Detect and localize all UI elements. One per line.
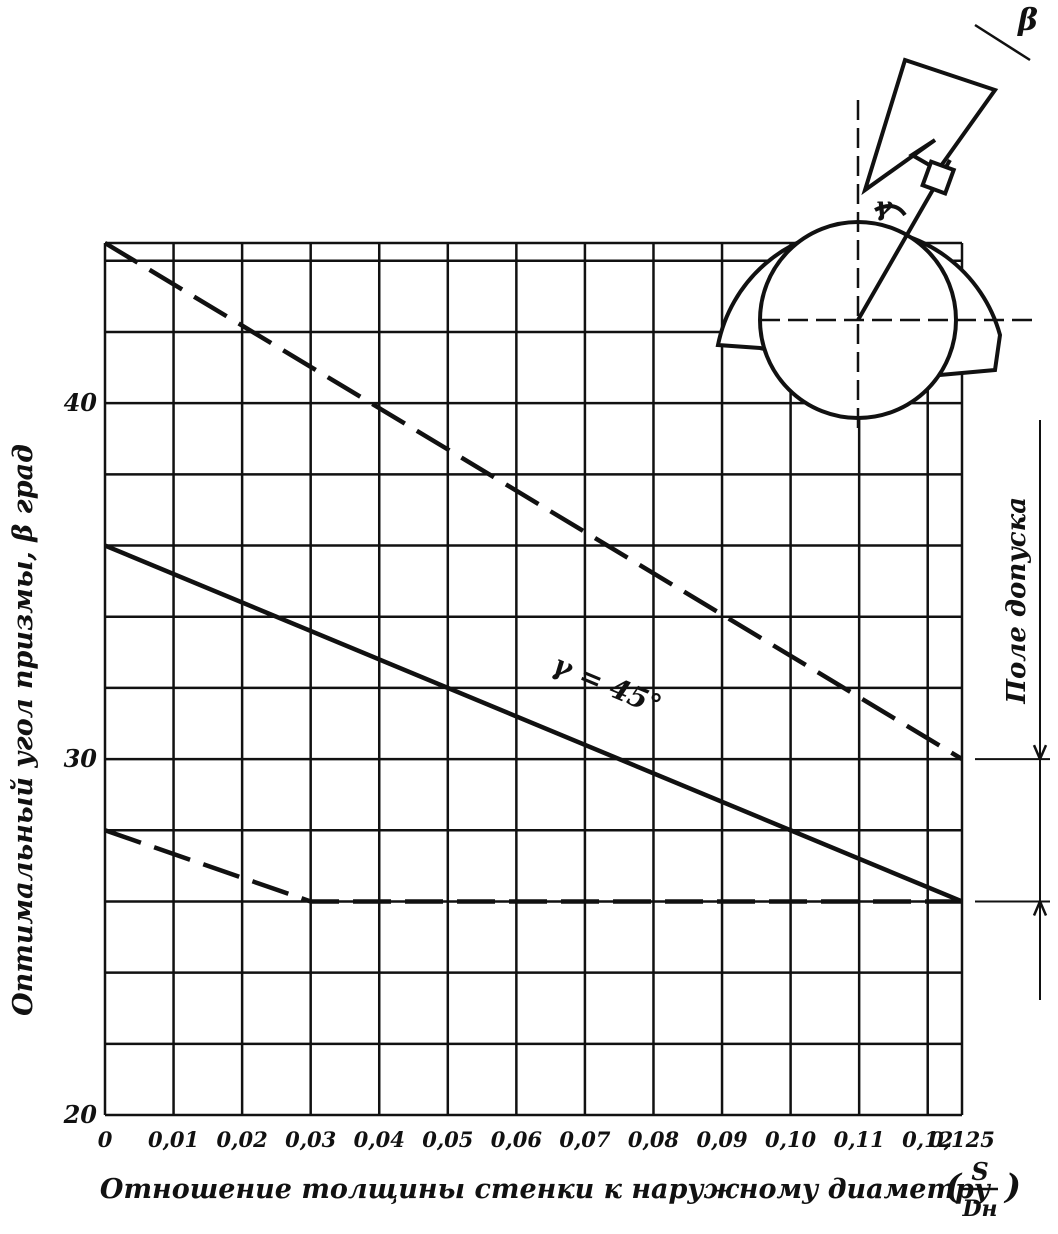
tolerance-label: Поле допуска (1002, 497, 1032, 705)
x-tick-label: 0,05 (422, 1127, 473, 1152)
x-tick-label: 0,03 (285, 1127, 336, 1152)
x-tick-label: 0,09 (696, 1127, 748, 1152)
tolerance-arrow (1032, 898, 1048, 916)
x-label-numerator: S (971, 1157, 988, 1186)
prism (861, 57, 999, 196)
gamma-label: γ (875, 192, 894, 222)
tolerance-arrow (1032, 744, 1048, 763)
gamma-arc (874, 204, 907, 217)
line-annotation: γ = 45° (548, 648, 666, 722)
x-label-paren: ) (1003, 1167, 1021, 1207)
x-tick-label: 0,08 (628, 1127, 680, 1152)
x-tick-label: 0,11 (834, 1127, 885, 1152)
x-tick-label: 0,02 (217, 1127, 268, 1152)
x-tick-label: 0,12 (902, 1127, 953, 1152)
inset-diagram: β γ (715, 3, 1040, 430)
x-tick-label: 0,125 (929, 1127, 995, 1152)
y-tick-label: 40 (64, 388, 98, 417)
series-line (104, 543, 963, 904)
x-tick-label: 0,01 (148, 1127, 199, 1152)
x-tick-label: 0,06 (491, 1127, 543, 1152)
x-axis-label: Отношение толщины стенки к наружному диа… (100, 1174, 992, 1205)
x-tick-label: 0,10 (765, 1127, 817, 1152)
x-label-denominator: Dн (961, 1196, 997, 1222)
x-tick-label: 0 (98, 1127, 113, 1152)
y-tick-label: 30 (64, 744, 98, 773)
y-axis-label: Оптимальный угол призмы, β град (8, 444, 39, 1016)
beta-line (974, 23, 1031, 62)
x-label-paren: ( (945, 1167, 963, 1207)
beta-label: β (1017, 3, 1038, 38)
x-tick-label: 0,04 (354, 1127, 405, 1152)
x-tick-label: 0,07 (559, 1127, 611, 1152)
series-line (103, 241, 964, 762)
y-tick-label: 20 (63, 1100, 98, 1129)
series-line (104, 828, 962, 904)
pad (920, 159, 957, 196)
